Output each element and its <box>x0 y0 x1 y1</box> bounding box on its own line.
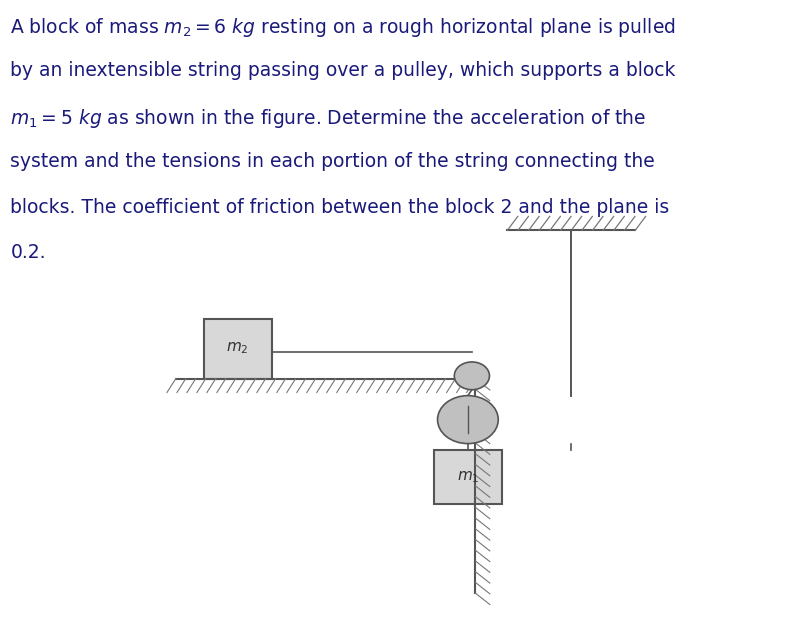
Circle shape <box>455 362 490 390</box>
Bar <box>204 319 272 379</box>
Text: by an inextensible string passing over a pulley, which supports a block: by an inextensible string passing over a… <box>10 61 676 80</box>
Circle shape <box>438 396 499 444</box>
Text: blocks. The coefficient of friction between the block 2 and the plane is: blocks. The coefficient of friction betw… <box>10 198 670 216</box>
Text: $m_1 = 5\ kg$ as shown in the figure. Determine the acceleration of the: $m_1 = 5\ kg$ as shown in the figure. De… <box>10 107 646 129</box>
Text: system and the tensions in each portion of the string connecting the: system and the tensions in each portion … <box>10 152 655 171</box>
Text: A block of mass $m_2 = 6\ kg$ resting on a rough horizontal plane is pulled: A block of mass $m_2 = 6\ kg$ resting on… <box>10 16 676 38</box>
Text: $m_1$: $m_1$ <box>456 469 479 485</box>
Bar <box>434 450 502 504</box>
Text: 0.2.: 0.2. <box>10 243 46 262</box>
Text: $m_2$: $m_2$ <box>226 341 249 357</box>
